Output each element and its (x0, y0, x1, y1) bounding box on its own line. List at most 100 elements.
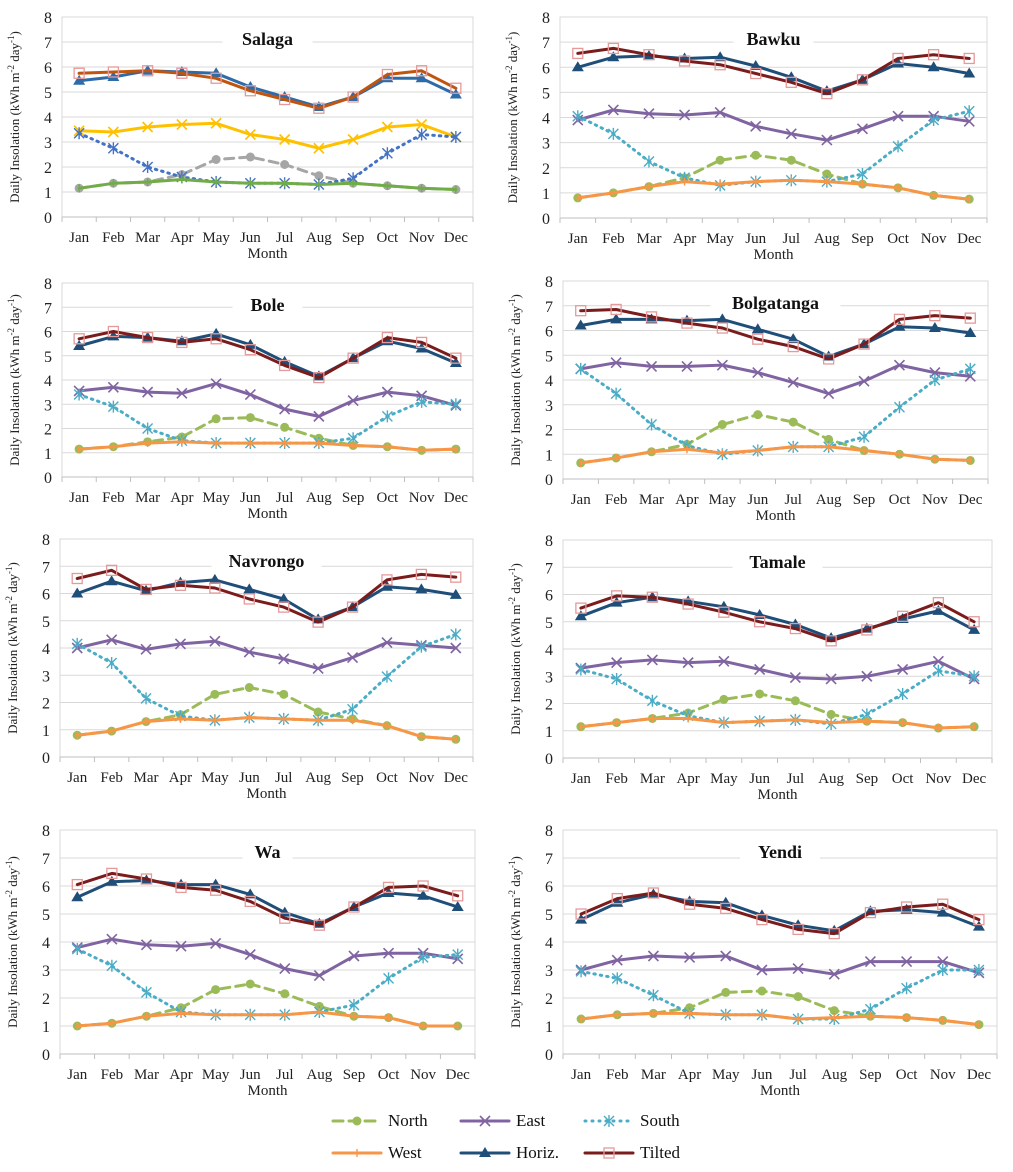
data-point (754, 663, 766, 676)
series-line (75, 871, 460, 927)
x-tick-label: Jun (240, 490, 261, 506)
legend-label: North (388, 1111, 428, 1130)
series-line (75, 638, 458, 670)
y-axis-title-part: day (508, 305, 523, 328)
data-point (450, 628, 462, 641)
data-point (415, 640, 427, 653)
legend-horiz-symbol (459, 1147, 511, 1157)
data-point (900, 901, 913, 913)
data-point (73, 340, 86, 351)
data-point (611, 672, 623, 685)
data-point (140, 583, 152, 596)
x-tick-label: Feb (605, 492, 628, 508)
data-point (647, 887, 660, 899)
series-line (579, 954, 981, 976)
x-tick-label: May (712, 1067, 740, 1083)
x-tick-label: Aug (816, 492, 842, 508)
data-point (416, 128, 428, 141)
data-point (381, 147, 393, 160)
series-line (576, 54, 971, 93)
chart-panel-bole: 0 1 2 3 4 5 6 7 8 Jan Feb Mar Apr May Jun Jul Aug Sep Oct N… (6, 276, 474, 522)
data-point (174, 638, 187, 650)
x-tick-label: Apr (675, 492, 698, 508)
data-point (720, 902, 732, 915)
data-point (280, 989, 290, 999)
x-axis-title: Month (753, 247, 794, 263)
y-tick-label: 2 (44, 422, 52, 439)
data-point (929, 374, 941, 386)
data-point (243, 646, 255, 658)
data-point (312, 662, 324, 675)
x-tick-label: Nov (409, 490, 435, 506)
data-point (964, 362, 976, 375)
series-line (579, 308, 972, 361)
series-tilted (71, 564, 462, 628)
x-tick-label: Nov (921, 231, 947, 247)
series-line (579, 594, 976, 643)
data-point (932, 655, 944, 667)
data-point (892, 57, 905, 68)
series-line (77, 440, 458, 452)
data-point (381, 121, 393, 133)
data-point (968, 623, 981, 634)
data-point (244, 683, 254, 693)
data-point (647, 989, 659, 1002)
data-point (646, 694, 658, 707)
data-point (714, 59, 726, 71)
chart-title: Salaga (242, 29, 293, 49)
data-point (380, 580, 393, 591)
x-tick-label: Apr (676, 771, 699, 787)
x-tick-label: Dec (444, 230, 468, 246)
data-point (643, 49, 655, 61)
data-point (973, 964, 985, 976)
chart-panel-wa: 0 1 2 3 4 5 6 7 8 Jan Feb Mar Apr May Jun Jul Aug Sep Oct N… (4, 823, 476, 1099)
y-axis-title: Daily Insolation (kWh m-2 day-1) (4, 562, 20, 734)
x-tick-label: May (202, 1067, 230, 1083)
y-axis-title-part: day (508, 867, 523, 890)
data-point (415, 336, 428, 349)
data-point (787, 333, 800, 344)
data-point (381, 636, 393, 649)
data-point (175, 881, 187, 894)
y-tick-label: 4 (545, 642, 553, 659)
data-point (450, 571, 462, 583)
y-tick-label: 2 (44, 160, 52, 177)
y-tick-label: 0 (545, 751, 553, 768)
y-axis-title-part: day (7, 42, 22, 65)
y-axis-title-part: -1 (4, 860, 14, 868)
x-tick-label: Sep (342, 490, 365, 506)
y-axis-title-part: ) (508, 856, 523, 860)
chart-panel-bolgatanga: 0 1 2 3 4 5 6 7 8 Jan Feb Mar Apr May Jun Jul Aug Sep Oct N… (507, 274, 989, 524)
data-point (645, 311, 658, 323)
series-line (75, 878, 460, 926)
data-point (140, 643, 152, 655)
x-tick-label: May (202, 230, 230, 246)
x-tick-label: May (201, 770, 229, 786)
y-tick-label: 8 (44, 276, 52, 293)
data-point (383, 972, 395, 985)
x-tick-label: Nov (930, 1067, 956, 1083)
y-tick-label: 1 (542, 186, 550, 203)
x-tick-label: Oct (892, 771, 914, 787)
data-point (611, 972, 623, 985)
data-point (210, 72, 222, 84)
series-line (75, 578, 458, 621)
x-tick-label: Jun (751, 1067, 772, 1083)
x-tick-label: Jul (276, 1067, 294, 1083)
data-point (243, 583, 256, 594)
data-point (610, 387, 622, 400)
y-axis-title: Daily Insolation (kWh m-2 day-1) (6, 31, 22, 203)
legend-marker (603, 1147, 615, 1159)
legend-marker (352, 1116, 362, 1126)
data-point (73, 127, 85, 140)
data-point (244, 128, 256, 141)
data-point (211, 155, 221, 164)
data-point (244, 949, 256, 961)
x-tick-label: Jan (69, 490, 89, 506)
data-point (415, 568, 428, 581)
y-tick-label: 0 (545, 472, 553, 489)
data-point (451, 901, 464, 911)
y-axis-title-part: -1 (504, 36, 514, 44)
data-point (71, 572, 83, 585)
series-east (572, 104, 975, 146)
